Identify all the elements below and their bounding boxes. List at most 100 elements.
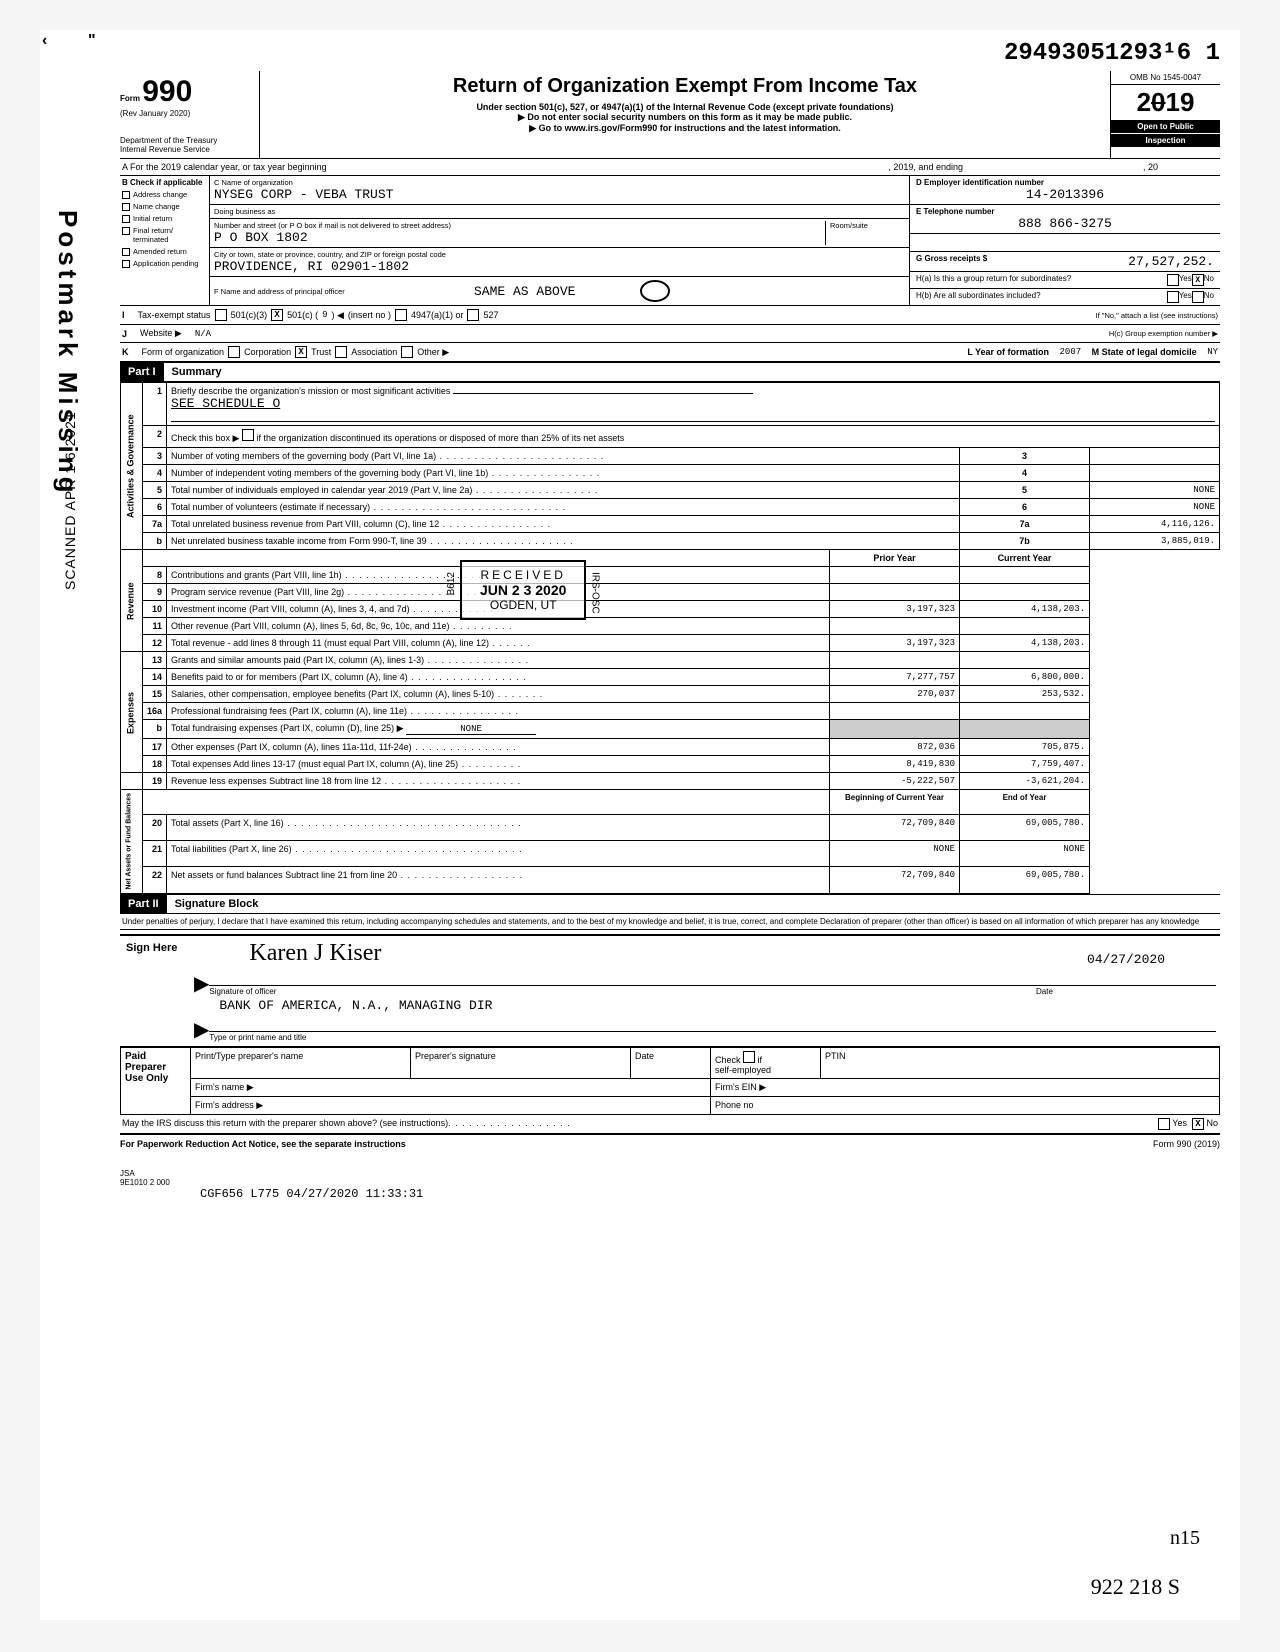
chk-discontinued[interactable] [242,429,254,441]
chk-501c3[interactable] [215,309,227,321]
l15-curr: 253,532. [960,686,1090,703]
block-bcd: B Check if applicable Address change Nam… [120,176,1220,306]
firm-phone-label: Phone no [711,1096,1220,1114]
print-name-label: Type or print name and title [209,1031,1216,1042]
discuss-yes-box[interactable] [1158,1118,1170,1130]
chk-initial-return[interactable]: Initial return [122,214,207,223]
end-year-header: End of Year [960,790,1090,815]
ha-yes-box[interactable] [1167,274,1179,286]
l20-prior: 72,709,840 [830,814,960,840]
ha-no-box[interactable]: X [1192,274,1204,286]
sidelabel-revenue: Revenue [121,550,143,652]
row-i-tax-status: I Tax-exempt status 501(c)(3) X501(c) ( … [120,306,1220,325]
corner-mark: ‹ [42,32,47,50]
part-ii-header: Part II Signature Block [120,894,1220,914]
gross-receipts-label: G Gross receipts $ [916,254,987,269]
gross-receipts-value: 27,527,252. [987,254,1214,269]
l19-curr: -3,621,204. [960,773,1090,790]
ptin-label: PTIN [821,1047,1220,1078]
chk-address-change[interactable]: Address change [122,190,207,199]
tel-value: 888 866-3275 [916,216,1214,231]
state-domicile: NY [1207,347,1218,357]
row-j-website: J Website ▶ N/A H(c) Group exemption num… [120,325,1220,343]
hb-yes-box[interactable] [1167,291,1179,303]
h-a-row: H(a) Is this a group return for subordin… [910,272,1220,289]
header-form-box: Form 990 (Rev January 2020) Department o… [120,71,260,158]
room-label: Room/suite [830,221,905,230]
inspection-label: Inspection [1111,133,1220,147]
form-title: Return of Organization Exempt From Incom… [266,75,1104,98]
hb-no-box[interactable] [1192,291,1204,303]
corner-mark: " [88,32,96,50]
discuss-no-box[interactable]: X [1192,1118,1204,1130]
chk-self-employed[interactable] [743,1051,755,1063]
h-b-row: H(b) Are all subordinates included? Yes … [910,289,1220,305]
chk-amended[interactable]: Amended return [122,247,207,256]
officer-printed-name: BANK OF AMERICA, N.A., MANAGING DIR [219,998,1216,1013]
header-year-box: OMB No 1545-0047 2019 Open to Public Ins… [1110,71,1220,158]
column-d-ein-etc: D Employer identification number14-20133… [910,176,1220,305]
date-label: Date [1036,985,1216,996]
handwritten-annotation: 922 218 S [1091,1574,1180,1600]
form-label: Form [120,94,140,103]
paid-preparer-label: Paid Preparer Use Only [121,1047,191,1114]
l22-prior: 72,709,840 [830,867,960,893]
jsa-code: JSA 9E1010 2 000 CGF656 L775 04/27/2020 … [120,1169,1220,1201]
row-a-tax-year: A For the 2019 calendar year, or tax yea… [120,159,1220,176]
chk-4947[interactable] [395,309,407,321]
scanned-date-stamp: SCANNED APR 1 6 2021 [62,411,78,590]
chk-527[interactable] [467,309,479,321]
chk-501c[interactable]: X [271,309,283,321]
dba-label: Doing business as [214,207,905,216]
l12-prior: 3,197,323 [830,635,960,652]
firm-name-label: Firm's name ▶ [191,1078,711,1096]
form-header: Form 990 (Rev January 2020) Department o… [120,71,1220,159]
line7a-value: 4,116,126. [1090,516,1220,533]
org-name-label: C Name of organization [214,178,905,187]
website-value: N/A [195,329,211,339]
tel-label: E Telephone number [916,207,1214,216]
paid-preparer-table: Paid Preparer Use Only Print/Type prepar… [120,1047,1220,1115]
chk-name-change[interactable]: Name change [122,202,207,211]
discuss-row: May the IRS discuss this return with the… [120,1115,1220,1135]
l17-prior: 872,036 [830,739,960,756]
signature-block: Sign Here ▶ Karen J Kiser Signature of o… [120,934,1220,1135]
line6-value: NONE [1090,499,1220,516]
irs-label: Internal Revenue Service [120,145,253,154]
city-value: PROVIDENCE, RI 02901-1802 [214,259,905,274]
l10-prior: 3,197,323 [830,601,960,618]
chk-application-pending[interactable]: Application pending [122,259,207,268]
chk-final-return[interactable]: Final return/ terminated [122,226,207,244]
chk-corp[interactable] [228,346,240,358]
document-locator-number: 29493051293¹6 1 [120,40,1220,67]
firm-addr-label: Firm's address ▶ [191,1096,711,1114]
ein-label: D Employer identification number [916,178,1214,187]
begin-year-header: Beginning of Current Year [830,790,960,815]
l14-curr: 6,800,000. [960,669,1090,686]
col-b-label: B Check if applicable [122,178,207,187]
row-a-end: , 20 [1143,162,1158,172]
street-label: Number and street (or P O box if mail is… [214,221,825,230]
city-label: City or town, state or province, country… [214,250,905,259]
form-revision: (Rev January 2020) [120,109,253,118]
officer-label: F Name and address of principal officer [214,287,414,296]
handwritten-n15: n15 [1170,1527,1200,1550]
prior-year-header: Prior Year [830,550,960,567]
received-stamp: RECEIVED JUN 2 3 2020 OGDEN, UT IRS-OSC … [460,560,586,620]
chk-trust[interactable]: X [295,346,307,358]
l15-prior: 270,037 [830,686,960,703]
form-page: ‹ " Postmark Missing SCANNED APR 1 6 202… [40,30,1240,1620]
l20-curr: 69,005,780. [960,814,1090,840]
form-subtitle: Under section 501(c), 527, or 4947(a)(1)… [266,102,1104,112]
row-a-mid: , 2019, and ending [888,162,963,172]
preparer-sig-label: Preparer's signature [411,1047,631,1078]
chk-assoc[interactable] [335,346,347,358]
page-footer: For Paperwork Reduction Act Notice, see … [120,1135,1220,1149]
chk-other[interactable] [401,346,413,358]
current-year-header: Current Year [960,550,1090,567]
if-no-note: If "No," attach a list (see instructions… [1096,311,1218,320]
l18-prior: 8,419,830 [830,756,960,773]
preparer-name-label: Print/Type preparer's name [191,1047,411,1078]
l19-prior: -5,222,507 [830,773,960,790]
officer-value: SAME AS ABOVE [474,284,575,299]
